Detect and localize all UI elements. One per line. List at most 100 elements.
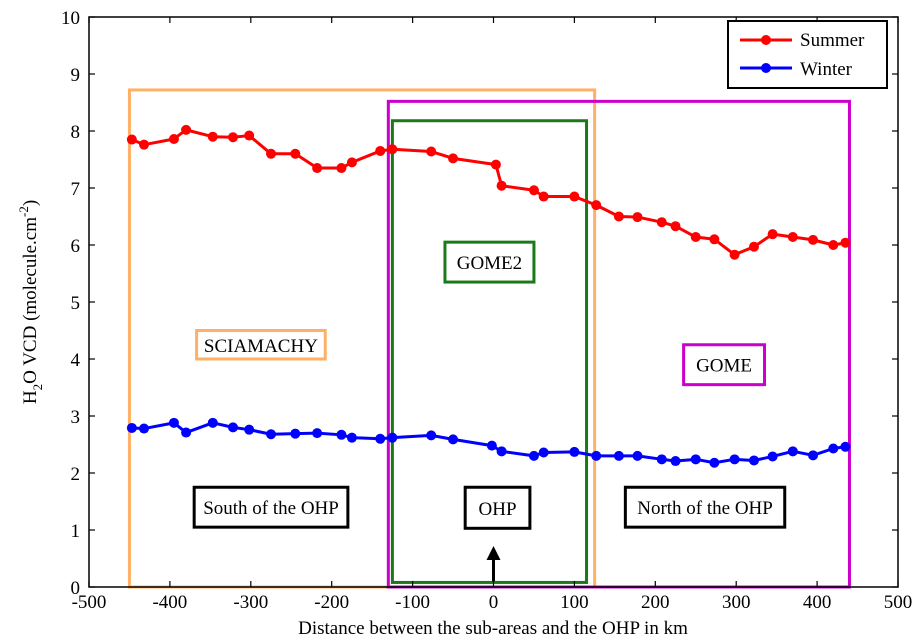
y-tick-label: 2 <box>71 464 81 485</box>
series-winter-point <box>290 428 301 439</box>
series-winter-point <box>670 456 681 467</box>
x-tick-label: 200 <box>641 592 670 613</box>
series-summer-point <box>670 221 681 232</box>
series-summer-point <box>690 232 701 243</box>
series-summer-point <box>528 185 539 196</box>
series-summer-point <box>840 237 851 248</box>
y-tick-label: 10 <box>61 8 80 29</box>
series-summer-point <box>312 163 323 174</box>
series-summer-point <box>244 130 255 141</box>
series-summer-point <box>787 232 798 243</box>
region-gome2-box <box>390 119 589 584</box>
y-tick-label: 4 <box>71 350 81 371</box>
y-tick-label: 8 <box>71 122 81 143</box>
series-summer-point <box>448 153 459 164</box>
series-summer-point <box>729 249 740 260</box>
series-summer-point <box>496 180 507 191</box>
series-summer-point <box>346 157 357 168</box>
region-label-text: SCIAMACHY <box>204 336 318 357</box>
series-summer-point <box>181 124 192 135</box>
series-winter-point <box>787 446 798 457</box>
annotation-text: South of the OHP <box>203 498 339 519</box>
series-summer-point <box>569 191 580 202</box>
series-summer-point <box>168 133 179 144</box>
series-summer-point <box>336 163 347 174</box>
series-summer-point <box>808 234 819 245</box>
series-winter-point <box>207 417 218 428</box>
series-summer-point <box>290 148 301 159</box>
legend-box <box>727 20 888 89</box>
series-winter-point <box>767 451 778 462</box>
x-tick-label: 400 <box>803 592 832 613</box>
annotation-text: North of the OHP <box>637 498 773 519</box>
series-summer-point <box>375 145 386 156</box>
ticks-layer: -500 -400 -300 -200 -100 0 100 200 300 400 500 0 1 2 3… <box>61 8 912 613</box>
y-tick-label: 1 <box>71 521 81 542</box>
series-winter-point <box>729 454 740 465</box>
series-winter-point <box>656 454 667 465</box>
series-summer-point <box>139 139 150 150</box>
region-label-text: GOME <box>696 356 752 377</box>
y-tick-label: 7 <box>71 179 81 200</box>
x-tick-label: 300 <box>722 592 751 613</box>
x-tick-label: -200 <box>314 592 349 613</box>
x-tick-label: 100 <box>560 592 589 613</box>
y-tick-label: 6 <box>71 236 81 257</box>
legend-winter-label: Winter <box>800 59 853 80</box>
series-winter-point <box>496 446 507 457</box>
series-winter-point <box>266 429 277 440</box>
series-summer-point <box>767 229 778 240</box>
series-winter-point <box>486 440 497 451</box>
series-winter-point <box>748 455 759 466</box>
legend-summer-marker <box>761 35 771 45</box>
series-summer-point <box>387 144 398 155</box>
series-summer-point <box>748 241 759 252</box>
series-summer-point <box>490 159 501 170</box>
series-summer-point <box>426 146 437 157</box>
legend-summer-label: Summer <box>800 30 865 51</box>
series-winter-point <box>139 423 150 434</box>
series-summer-point <box>656 217 667 228</box>
series-winter-point <box>690 454 701 465</box>
series-winter-point <box>375 433 386 444</box>
x-tick-label: 500 <box>884 592 913 613</box>
x-tick-label: -100 <box>395 592 430 613</box>
series-layer <box>126 124 851 468</box>
y-tick-label: 0 <box>71 578 81 599</box>
series-winter-point <box>346 432 357 443</box>
y-axis-label-base: H <box>20 390 41 404</box>
series-summer-point <box>613 211 624 222</box>
annotations-layer: SCIAMACHY GOME2 GOME South of the OHP OHP Nor… <box>192 240 787 582</box>
series-winter-point <box>632 450 643 461</box>
series-winter-point <box>228 422 239 433</box>
legend-winter-marker <box>761 63 771 73</box>
series-winter-point <box>312 428 323 439</box>
y-axis-label-middle: O VCD (molecule.cm <box>20 217 41 384</box>
x-tick-label: -300 <box>233 592 268 613</box>
x-tick-label: 0 <box>489 592 499 613</box>
series-summer-point <box>828 240 839 250</box>
series-winter-point <box>808 450 819 461</box>
annotation-text: OHP <box>479 499 517 520</box>
series-summer-point <box>591 200 602 211</box>
series-summer-point <box>632 212 643 223</box>
series-summer-point <box>266 148 277 159</box>
series-winter-point <box>126 422 137 433</box>
x-tick-label: -500 <box>72 592 107 613</box>
series-winter-point <box>828 443 839 454</box>
y-axis-label-end: ) <box>20 200 41 206</box>
series-winter-point <box>840 441 851 452</box>
series-winter-point <box>387 432 398 443</box>
series-winter-point <box>336 429 347 440</box>
y-axis-label-superscript: -2 <box>16 206 31 217</box>
legend: Summer Winter <box>727 20 888 89</box>
y-axis-label-subscript: 2 <box>30 384 45 391</box>
y-axis-label: H2O VCD (molecule.cm-2) <box>16 200 45 404</box>
series-winter-point <box>168 417 179 428</box>
series-winter-point <box>448 434 459 445</box>
ohp-arrow-head <box>486 545 501 560</box>
series-summer-point <box>228 132 239 143</box>
region-label-box <box>443 240 536 284</box>
region-label-text: GOME2 <box>457 253 522 274</box>
